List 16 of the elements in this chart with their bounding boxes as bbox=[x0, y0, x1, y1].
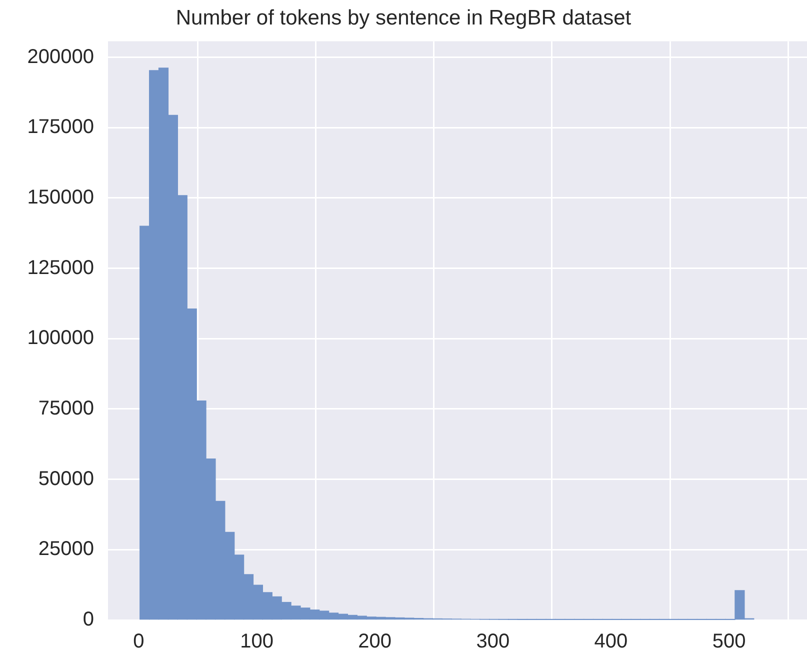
y-tick-label: 125000 bbox=[27, 256, 94, 279]
y-tick-label: 0 bbox=[82, 608, 94, 631]
y-tick-label: 25000 bbox=[38, 538, 94, 560]
y-tick-label: 75000 bbox=[38, 397, 94, 420]
x-tick-label: 300 bbox=[476, 630, 510, 653]
y-tick-label: 175000 bbox=[27, 116, 94, 138]
x-tick-label: 0 bbox=[133, 630, 144, 653]
chart-title: Number of tokens by sentence in RegBR dataset bbox=[176, 6, 632, 30]
y-tick-label: 200000 bbox=[27, 46, 94, 68]
x-tick-label: 100 bbox=[240, 630, 274, 653]
y-tick-label: 50000 bbox=[38, 468, 94, 490]
y-tick-label: 100000 bbox=[27, 327, 94, 350]
x-tick-label: 400 bbox=[594, 630, 628, 653]
y-tick-label: 150000 bbox=[27, 186, 94, 208]
x-tick-label: 200 bbox=[358, 630, 392, 653]
x-tick-label: 500 bbox=[712, 630, 746, 653]
